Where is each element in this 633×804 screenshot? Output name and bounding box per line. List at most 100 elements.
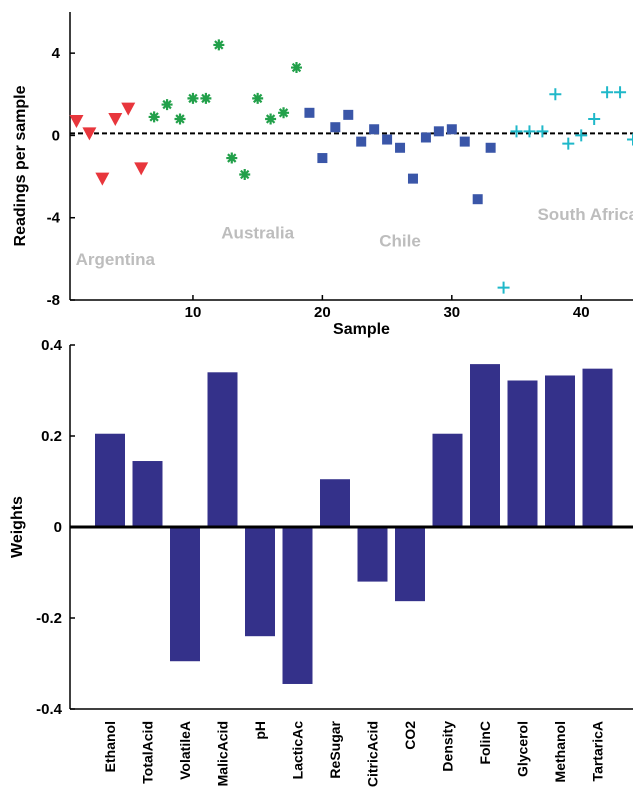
bar	[207, 372, 238, 527]
category-label: pH	[252, 721, 268, 740]
scatter-point	[317, 153, 328, 164]
scatter-group-labels: Argentina Australia Chile South Africa	[76, 205, 633, 269]
category-label: TotalAcid	[140, 721, 156, 784]
scatter-point	[108, 112, 123, 126]
category-label: ReSugar	[327, 720, 343, 778]
y-tick-label: 0.4	[41, 337, 63, 354]
bar	[282, 527, 313, 684]
scatter-point	[420, 132, 431, 143]
bar	[432, 433, 463, 527]
scatter-point	[575, 129, 588, 142]
scatter-point	[627, 133, 633, 146]
scatter-point	[200, 92, 212, 104]
scatter-x-ticks: 10 20 30 40	[185, 295, 590, 321]
y-tick-label: -8	[47, 292, 60, 309]
group-label: Chile	[379, 232, 421, 251]
group-label: Australia	[221, 223, 294, 242]
scatter-point	[187, 92, 199, 104]
scatter-point	[523, 125, 536, 138]
scatter-point	[330, 122, 341, 133]
category-label: Methanol	[552, 721, 568, 782]
y-tick-label: 0	[52, 127, 60, 144]
scatter-point	[601, 86, 614, 99]
scatter-point	[446, 124, 457, 135]
scatter-point	[407, 173, 418, 184]
scatter-point	[536, 125, 549, 138]
scatter-point	[95, 172, 110, 186]
scatter-point	[356, 136, 367, 147]
scatter-point	[252, 92, 264, 104]
bar	[582, 368, 613, 527]
scatter-points	[69, 39, 633, 294]
scatter-y-ticks: -8 -4 0 4	[47, 45, 75, 309]
bar	[357, 527, 388, 582]
scatter-point	[134, 162, 149, 176]
category-label: LacticAc	[290, 721, 306, 780]
scatter-point	[343, 109, 354, 120]
category-label: Density	[440, 721, 456, 772]
scatter-point	[433, 126, 444, 137]
scatter-point	[69, 115, 84, 129]
scatter-chart: -8 -4 0 4 10 20 30 40 Argentina Australia Chile S…	[12, 12, 633, 338]
category-label: FolinC	[477, 721, 493, 765]
scatter-point	[485, 142, 496, 153]
scatter-point	[459, 136, 470, 147]
scatter-point	[148, 111, 160, 123]
scatter-point	[562, 137, 575, 150]
group-label: South Africa	[537, 205, 633, 224]
bar-bars	[95, 364, 613, 684]
y-tick-label: -0.4	[36, 701, 63, 718]
category-label: MalicAcid	[215, 721, 231, 786]
y-tick-label: 4	[52, 45, 61, 62]
bar	[545, 375, 575, 527]
bar	[95, 433, 125, 527]
bar-category-labels: Ethanol TotalAcid VolatileA MalicAcid pH Lact…	[102, 720, 606, 787]
category-label: CO2	[402, 721, 418, 750]
scatter-point	[161, 99, 173, 111]
scatter-point	[497, 281, 510, 294]
scatter-point	[395, 142, 406, 153]
scatter-point	[382, 134, 393, 145]
y-tick-label: -4	[47, 210, 61, 227]
y-tick-label: 0.2	[41, 428, 62, 445]
scatter-point	[239, 169, 251, 181]
x-tick-label: 30	[443, 304, 460, 321]
x-tick-label: 40	[573, 304, 590, 321]
scatter-point	[278, 107, 290, 119]
bar	[507, 380, 538, 527]
scatter-point	[510, 125, 523, 138]
scatter-point	[290, 62, 302, 74]
scatter-point	[304, 107, 315, 118]
scatter-point	[588, 112, 601, 125]
y-tick-label: 0	[54, 519, 62, 536]
category-label: Glycerol	[515, 721, 531, 777]
bar	[170, 527, 200, 662]
bar	[320, 479, 350, 527]
bar-y-axis-label: Weights	[9, 496, 26, 558]
scatter-point	[226, 152, 238, 164]
scatter-point	[614, 86, 627, 99]
scatter-point	[472, 194, 483, 205]
bar	[132, 461, 163, 527]
scatter-point	[265, 113, 277, 125]
bar	[245, 527, 275, 637]
group-label: Argentina	[76, 250, 156, 269]
scatter-point	[82, 127, 97, 141]
scatter-point	[213, 39, 225, 51]
scatter-point	[549, 88, 562, 101]
scatter-x-axis-label: Sample	[333, 321, 390, 338]
scatter-point	[369, 124, 380, 135]
bar-y-ticks: -0.4 -0.2 0 0.2 0.4	[36, 337, 75, 718]
scatter-point	[121, 102, 136, 116]
y-tick-label: -0.2	[36, 610, 62, 627]
scatter-y-axis-label: Readings per sample	[12, 85, 29, 246]
x-tick-label: 20	[314, 304, 331, 321]
scatter-point	[174, 113, 186, 125]
category-label: TartaricA	[590, 721, 606, 781]
category-label: VolatileA	[177, 721, 193, 780]
bar-chart: -0.4 -0.2 0 0.2 0.4 Ethanol TotalAcid Volatile…	[9, 337, 633, 787]
category-label: Ethanol	[102, 721, 118, 772]
bar	[470, 364, 500, 527]
bar	[395, 527, 425, 602]
